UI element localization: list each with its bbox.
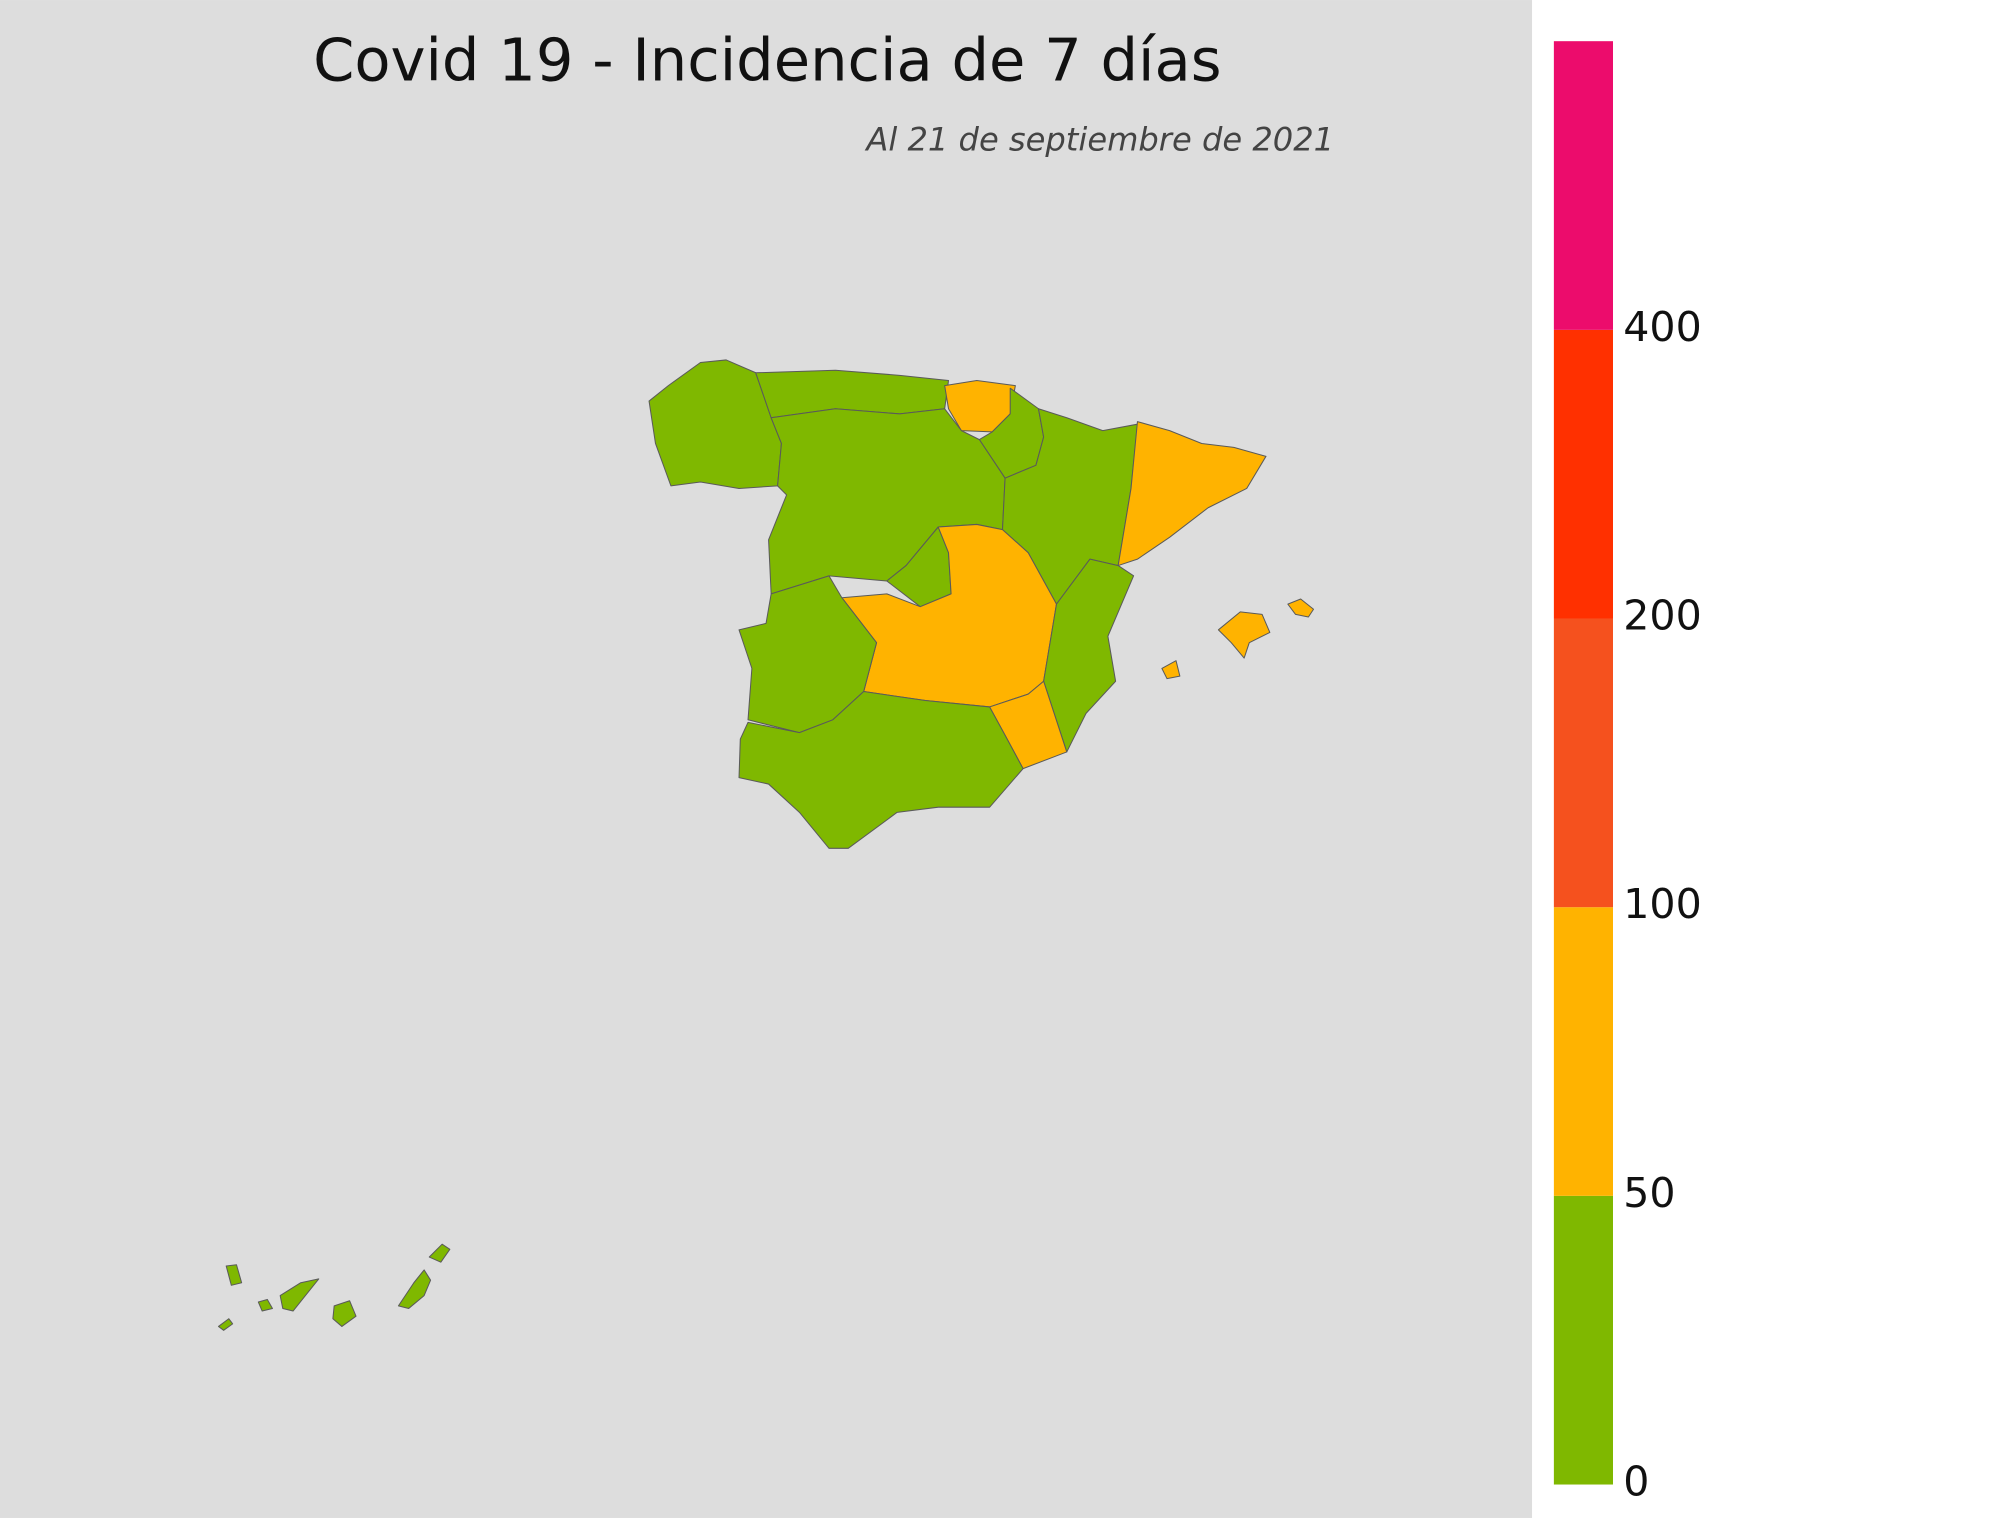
- colorbar-segment: [1553, 907, 1613, 1196]
- colorbar-segment: [1553, 1195, 1613, 1485]
- map: [217, 359, 1315, 1331]
- colorbar-tick-label: 200: [1623, 592, 1701, 640]
- colorbar-segment: [1553, 41, 1613, 330]
- chart-subtitle: Al 21 de septiembre de 2021: [864, 120, 1334, 158]
- region: [428, 1243, 451, 1263]
- region: [1287, 598, 1315, 618]
- colorbar-tick-label: 50: [1623, 1169, 1675, 1217]
- region: [332, 1300, 357, 1327]
- colorbar-tick-label: 100: [1623, 880, 1701, 928]
- region: [217, 1318, 234, 1331]
- chart-title: Covid 19 - Incidencia de 7 días: [313, 25, 1221, 94]
- colorbar-tick-label: 400: [1623, 303, 1701, 351]
- region: [257, 1298, 273, 1312]
- colorbar-segment: [1553, 618, 1613, 908]
- region: [279, 1278, 320, 1312]
- region: [225, 1264, 243, 1286]
- region: [738, 691, 1024, 849]
- region: [1117, 421, 1267, 567]
- colorbar-tick-label: 0: [1623, 1458, 1649, 1506]
- region: [1161, 660, 1181, 680]
- region: [1217, 611, 1271, 659]
- region: [397, 1269, 432, 1309]
- colorbar-segment: [1553, 329, 1613, 619]
